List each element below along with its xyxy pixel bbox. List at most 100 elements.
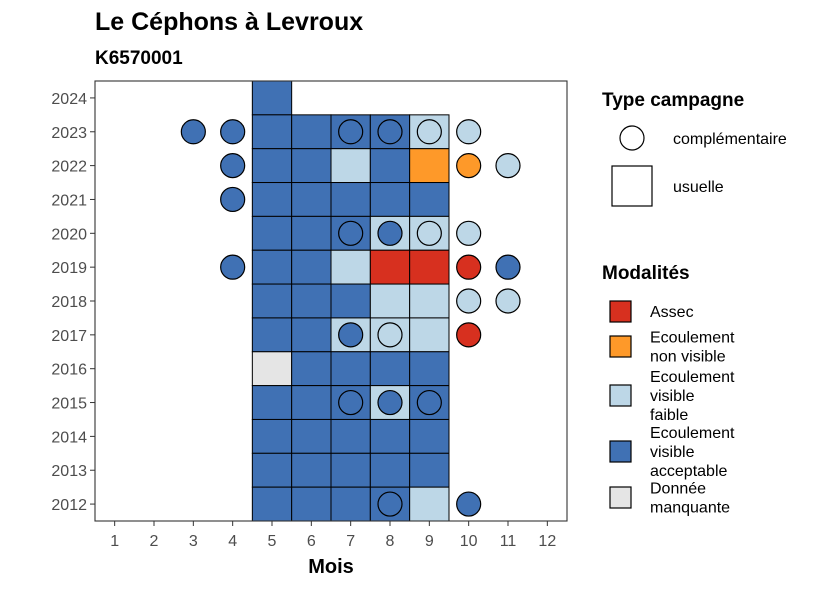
usuelle-cell <box>291 385 332 420</box>
usuelle-cell <box>330 182 371 217</box>
usuelle-cell <box>251 182 293 217</box>
chart-subtitle: K6570001 <box>95 48 183 69</box>
legend-modality-label: Assec <box>650 304 694 321</box>
usuelle-cell <box>409 486 450 522</box>
complementaire-point <box>338 220 364 246</box>
x-tick-label: 6 <box>307 533 316 550</box>
y-tick-label: 2015 <box>51 396 87 413</box>
complementaire-point <box>456 254 482 280</box>
usuelle-cell <box>409 317 450 353</box>
y-tick-label: 2012 <box>51 497 87 514</box>
legend-modalities: Modalités Assec Ecoulement non visible Ecou… <box>602 263 735 517</box>
usuelle-cell <box>291 317 332 353</box>
complementaire-point <box>416 389 442 416</box>
x-tick-label: 7 <box>346 533 355 550</box>
legend-modality-label: non visible <box>650 349 726 366</box>
y-tick-label: 2019 <box>51 260 87 277</box>
usuelle-cell <box>251 486 293 522</box>
complementaire-point <box>416 119 442 145</box>
legend-modality-label: Ecoulement <box>650 425 735 442</box>
legend-modality-label: visible <box>650 444 695 461</box>
usuelle-cell <box>251 215 293 251</box>
complementaire-point <box>220 186 246 213</box>
legend-modality-key <box>609 335 632 358</box>
usuelle-cell <box>291 486 332 522</box>
usuelle-cell <box>251 452 293 488</box>
chart-title: Le Céphons à Levroux <box>95 8 363 36</box>
usuelle-cell <box>330 452 371 488</box>
usuelle-cell <box>330 249 371 285</box>
complementaire-point <box>220 153 246 179</box>
legend-complementaire-label: complémentaire <box>673 131 787 148</box>
usuelle-cell <box>251 351 293 387</box>
complementaire-point <box>495 153 521 179</box>
y-tick-label: 2017 <box>51 328 87 345</box>
complementaire-point <box>338 119 364 145</box>
legend-modality-label: acceptable <box>650 463 727 480</box>
y-tick-label: 2021 <box>51 192 87 209</box>
complementaire-point <box>377 220 403 246</box>
usuelle-cell <box>369 351 411 387</box>
complementaire-point <box>456 119 482 145</box>
legend-usuelle-label: usuelle <box>673 179 724 196</box>
legend-modality-key <box>609 440 632 463</box>
usuelle-cell <box>291 452 332 488</box>
usuelle-cell <box>369 418 411 454</box>
complementaire-point <box>495 254 521 280</box>
x-tick-label: 2 <box>150 533 159 550</box>
usuelle-cell <box>291 418 332 454</box>
x-tick-label: 8 <box>386 533 395 550</box>
y-tick-label: 2020 <box>51 226 87 243</box>
complementaire-point <box>456 153 482 179</box>
usuelle-cell <box>369 148 411 184</box>
usuelle-cell <box>409 418 450 454</box>
usuelle-cell <box>251 114 293 150</box>
usuelle-cell <box>409 351 450 387</box>
complementaire-point <box>377 322 403 348</box>
usuelle-cell <box>291 114 332 150</box>
usuelle-cell <box>291 148 332 184</box>
complementaire-point <box>456 220 482 246</box>
legend-modality-label: visible <box>650 388 695 405</box>
usuelle-cell <box>330 418 371 454</box>
usuelle-cell <box>330 148 371 184</box>
usuelle-cell <box>291 249 332 285</box>
y-tick-label: 2022 <box>51 159 87 176</box>
x-axis-title: Mois <box>308 556 354 578</box>
usuelle-cell <box>251 283 293 319</box>
legend-usuelle-key <box>611 165 653 207</box>
x-tick-label: 4 <box>228 533 237 550</box>
x-tick-label: 10 <box>460 533 478 550</box>
usuelle-cell <box>291 182 332 217</box>
legend-campaign-title: Type campagne <box>602 90 744 111</box>
usuelle-cell <box>291 215 332 251</box>
usuelle-cells <box>251 80 450 522</box>
complementaire-point <box>377 389 403 416</box>
x-tick-label: 1 <box>110 533 119 550</box>
usuelle-cell <box>251 80 293 116</box>
usuelle-cell <box>330 486 371 522</box>
usuelle-cell <box>251 385 293 420</box>
complementaire-point <box>220 119 246 145</box>
usuelle-cell <box>251 249 293 285</box>
complementaire-point <box>338 322 364 348</box>
usuelle-cell <box>409 283 450 319</box>
legend-modality-key <box>609 486 632 509</box>
usuelle-cell <box>291 283 332 319</box>
complementaire-point <box>416 220 442 246</box>
legend-modalities-title: Modalités <box>602 263 690 284</box>
usuelle-cell <box>409 182 450 217</box>
x-tick-label: 3 <box>189 533 198 550</box>
x-tick-label: 12 <box>538 533 556 550</box>
y-tick-label: 2014 <box>51 429 87 446</box>
complementaire-point <box>377 491 403 517</box>
usuelle-cell <box>369 249 411 285</box>
usuelle-cell <box>330 283 371 319</box>
legend-modality-label: Ecoulement <box>650 330 735 347</box>
legend-complementaire-key <box>619 125 645 151</box>
complementaire-point <box>180 119 206 145</box>
legend-modality-label: manquante <box>650 500 730 517</box>
usuelle-cell <box>409 249 450 285</box>
complementaire-point <box>456 491 482 517</box>
x-tick-label: 5 <box>268 533 277 550</box>
